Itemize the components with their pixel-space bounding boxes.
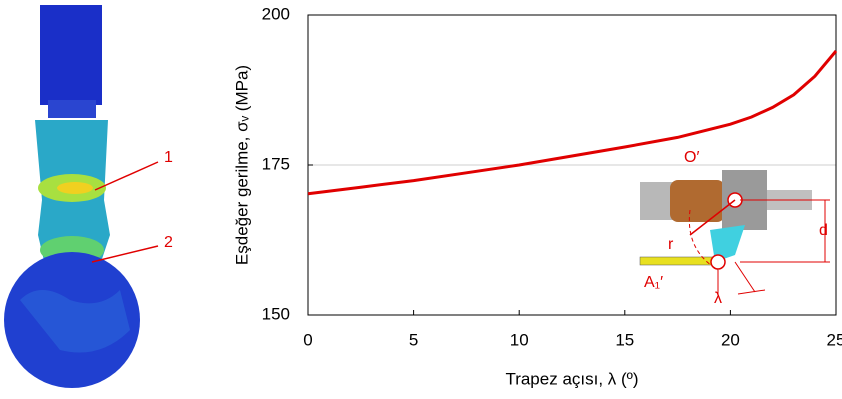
inset-label: A₁′ (644, 274, 663, 291)
page: 1 2 150 175 200 0 5 10 15 20 25 Trapez açısı, λ (… (0, 0, 842, 399)
fea-figure: 1 2 (4, 5, 173, 388)
x-axis-label: Trapez açısı, λ (º) (505, 369, 638, 388)
x-tick-label: 15 (615, 330, 634, 349)
figure-label: 2 (164, 234, 173, 251)
y-tick-label: 175 (262, 154, 290, 173)
x-tick-label: 25 (827, 330, 842, 349)
x-tick-label: 10 (510, 330, 529, 349)
x-tick-label: 5 (409, 330, 418, 349)
y-tick-label: 150 (262, 304, 290, 323)
inset-label: d (819, 222, 828, 239)
inset-label: λ (714, 290, 722, 307)
x-tick-label: 0 (303, 330, 312, 349)
inset-label: r (668, 236, 674, 253)
y-axis-label: Eşdeğer gerilme, σᵥ (MPa) (232, 65, 251, 265)
figure-label: 1 (164, 149, 173, 166)
y-tick-label: 200 (262, 4, 290, 23)
inset-diagram: O′ r d A₁′ λ (640, 149, 830, 307)
x-tick-label: 20 (721, 330, 740, 349)
inset-label: O′ (684, 149, 699, 166)
